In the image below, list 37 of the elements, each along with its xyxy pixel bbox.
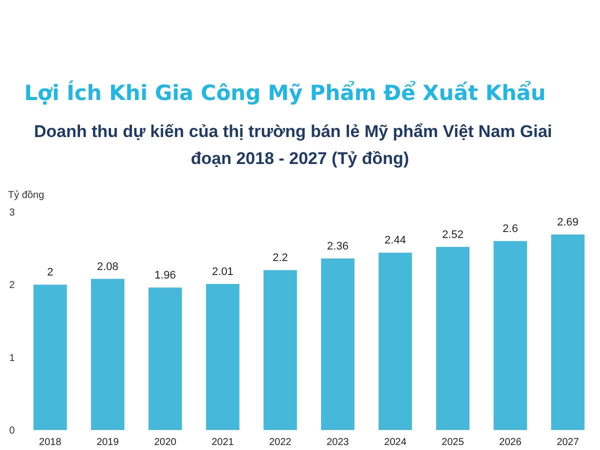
data-label: 2.2 (272, 252, 288, 264)
y-tick-label: 1 (9, 352, 16, 364)
x-tick-label: 2024 (384, 437, 407, 448)
x-tick-label: 2021 (212, 437, 234, 448)
data-label: 2.08 (96, 260, 118, 273)
data-label: 2 (47, 266, 54, 279)
x-tick-label: 2019 (96, 437, 120, 448)
chart-title: Lợi Ích Khi Gia Công Mỹ Phẩm Để Xuất Khẩu (24, 80, 546, 105)
bar (494, 241, 527, 430)
data-label: 2.6 (502, 223, 518, 236)
x-tick-label: 2020 (154, 437, 177, 448)
x-tick-label: 2025 (442, 437, 464, 448)
bar (148, 288, 182, 430)
bar (378, 252, 412, 430)
x-tick-label: 2027 (556, 437, 580, 448)
data-label: 2.36 (327, 240, 348, 253)
data-label: 2.69 (557, 216, 579, 229)
data-label: 2.52 (442, 228, 464, 241)
x-tick-label: 2022 (269, 437, 292, 448)
y-tick-label: 3 (9, 208, 16, 218)
y-tick-label: 2 (9, 280, 16, 292)
bar (551, 234, 584, 430)
bar (91, 278, 124, 430)
data-label: 2.01 (212, 266, 234, 278)
x-tick-label: 2018 (39, 437, 62, 448)
data-label: 2.44 (384, 234, 406, 247)
bar (206, 284, 240, 430)
y-axis-title: Tỷ đồng (8, 190, 44, 201)
y-tick-label: 0 (9, 426, 16, 436)
bar (264, 270, 297, 430)
data-label: 1.96 (154, 270, 176, 282)
bar (436, 246, 470, 430)
bar (34, 284, 67, 430)
chart-subtitle: Doanh thu dự kiến của thị trường bán lẻ Mỹ phẩm Việt Nam Giai đoạn 2018 - 2027 (Tỷ đồng) (34, 122, 552, 168)
x-tick-label: 2023 (326, 437, 350, 448)
x-tick-label: 2026 (499, 437, 522, 448)
bar (321, 258, 354, 430)
